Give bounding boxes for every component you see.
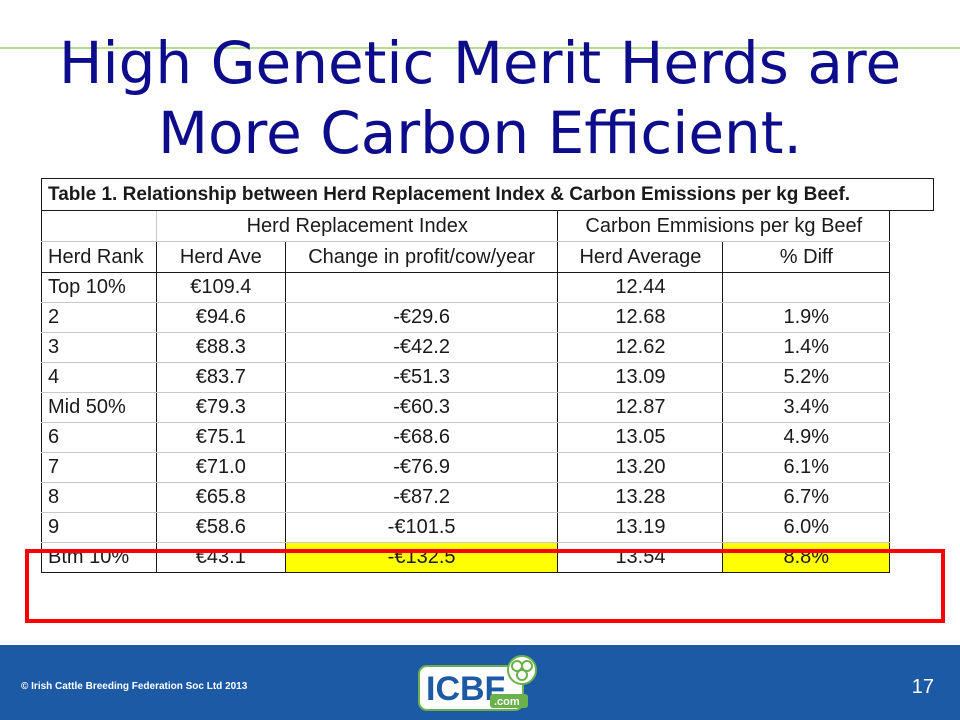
table-cell: €88.3 [155, 332, 286, 363]
table-cell: €58.6 [155, 512, 286, 543]
title-line-2: More Carbon Efficient. [158, 99, 802, 167]
table-caption: Table 1. Relationship between Herd Repla… [41, 178, 934, 211]
top-divider-line [0, 47, 960, 49]
table-cell: -€132.5 [284, 542, 559, 573]
table-cell: €75.1 [155, 422, 286, 453]
herd-table: Table 1. Relationship between Herd Repla… [41, 178, 934, 573]
table-row: Mid 50% €79.3 -€60.3 12.87 3.4% [41, 392, 934, 423]
table-cell: 9 [41, 512, 157, 543]
table-cell: 6.1% [722, 452, 891, 483]
table-cell: €94.6 [155, 302, 286, 333]
table-row: 7 €71.0 -€76.9 13.20 6.1% [41, 452, 934, 483]
title-line-1: High Genetic Merit Herds are [58, 29, 902, 97]
table-cell: €71.0 [155, 452, 286, 483]
table-cell: 13.19 [557, 512, 724, 543]
table-cell: 13.28 [557, 482, 724, 513]
table-cell: -€68.6 [284, 422, 559, 453]
table-cell: 6 [41, 422, 157, 453]
table-cell: 13.05 [557, 422, 724, 453]
table-cell: 5.2% [722, 362, 891, 393]
table-cell: €43.1 [155, 542, 286, 573]
table-cell: 7 [41, 452, 157, 483]
group-header-index: Herd Replacement Index [155, 210, 559, 242]
table-cell: €83.7 [155, 362, 286, 393]
table-cell: €79.3 [155, 392, 286, 423]
table-row: 4 €83.7 -€51.3 13.09 5.2% [41, 362, 934, 393]
group-header-carbon: Carbon Emmisions per kg Beef [557, 210, 891, 242]
table-cell: 6.7% [722, 482, 891, 513]
table-cell: Mid 50% [41, 392, 157, 423]
table-cell: Top 10% [41, 272, 157, 303]
table-cell: 12.87 [557, 392, 724, 423]
table-cell: -€101.5 [284, 512, 559, 543]
table-cell: 13.20 [557, 452, 724, 483]
table-cell: 8.8% [722, 542, 891, 573]
table-row: 9 €58.6 -€101.5 13.19 6.0% [41, 512, 934, 543]
table-row: 2 €94.6 -€29.6 12.68 1.9% [41, 302, 934, 333]
column-header-row: Herd Rank Herd Ave Change in profit/cow/… [41, 241, 934, 273]
table-cell: 3.4% [722, 392, 891, 423]
table-cell: 13.09 [557, 362, 724, 393]
table-cell: -€42.2 [284, 332, 559, 363]
table-cell [284, 272, 559, 303]
copyright-text: © Irish Cattle Breeding Federation Soc L… [21, 681, 248, 692]
logo-sub-text: .com [494, 696, 520, 708]
table-cell: Btm 10% [41, 542, 157, 573]
column-header: % Diff [722, 241, 891, 273]
table-cell: 6.0% [722, 512, 891, 543]
table-cell: 12.62 [557, 332, 724, 363]
table-caption-row: Table 1. Relationship between Herd Repla… [41, 178, 934, 211]
table-cell: 4 [41, 362, 157, 393]
table-cell: 4.9% [722, 422, 891, 453]
column-header: Herd Rank [41, 241, 157, 273]
table-cell: 12.68 [557, 302, 724, 333]
table-cell: -€60.3 [284, 392, 559, 423]
table-cell: -€87.2 [284, 482, 559, 513]
table-cell: 1.9% [722, 302, 891, 333]
column-header: Herd Ave [155, 241, 286, 273]
table-row: 6 €75.1 -€68.6 13.05 4.9% [41, 422, 934, 453]
table-body: Top 10% €109.4 12.44 2 €94.6 -€29.6 12.68 1.9% 3… [41, 272, 934, 573]
table-cell: 8 [41, 482, 157, 513]
icbf-logo: ICBF .com [418, 655, 537, 711]
table-cell: 2 [41, 302, 157, 333]
table-row: Top 10% €109.4 12.44 [41, 272, 934, 303]
column-header: Change in profit/cow/year [284, 241, 559, 273]
table-cell: -€76.9 [284, 452, 559, 483]
table-cell: 1.4% [722, 332, 891, 363]
table-cell: -€29.6 [284, 302, 559, 333]
table-row: 3 €88.3 -€42.2 12.62 1.4% [41, 332, 934, 363]
group-header-blank [41, 210, 157, 242]
table-row: 8 €65.8 -€87.2 13.28 6.7% [41, 482, 934, 513]
table-row: Btm 10% €43.1 -€132.5 13.54 8.8% [41, 542, 934, 573]
table-cell: 3 [41, 332, 157, 363]
data-table-container: Table 1. Relationship between Herd Repla… [41, 178, 934, 573]
slide-title: High Genetic Merit Herds are More Carbon… [0, 28, 960, 168]
page-number: 17 [911, 676, 934, 698]
group-header-row: Herd Replacement Index Carbon Emmisions … [41, 210, 934, 242]
table-cell: 13.54 [557, 542, 724, 573]
table-cell: -€51.3 [284, 362, 559, 393]
column-header: Herd Average [557, 241, 724, 273]
table-cell [722, 272, 891, 303]
table-cell: €109.4 [155, 272, 286, 303]
table-cell: 12.44 [557, 272, 724, 303]
footer-bar: © Irish Cattle Breeding Federation Soc L… [0, 645, 960, 720]
table-cell: €65.8 [155, 482, 286, 513]
